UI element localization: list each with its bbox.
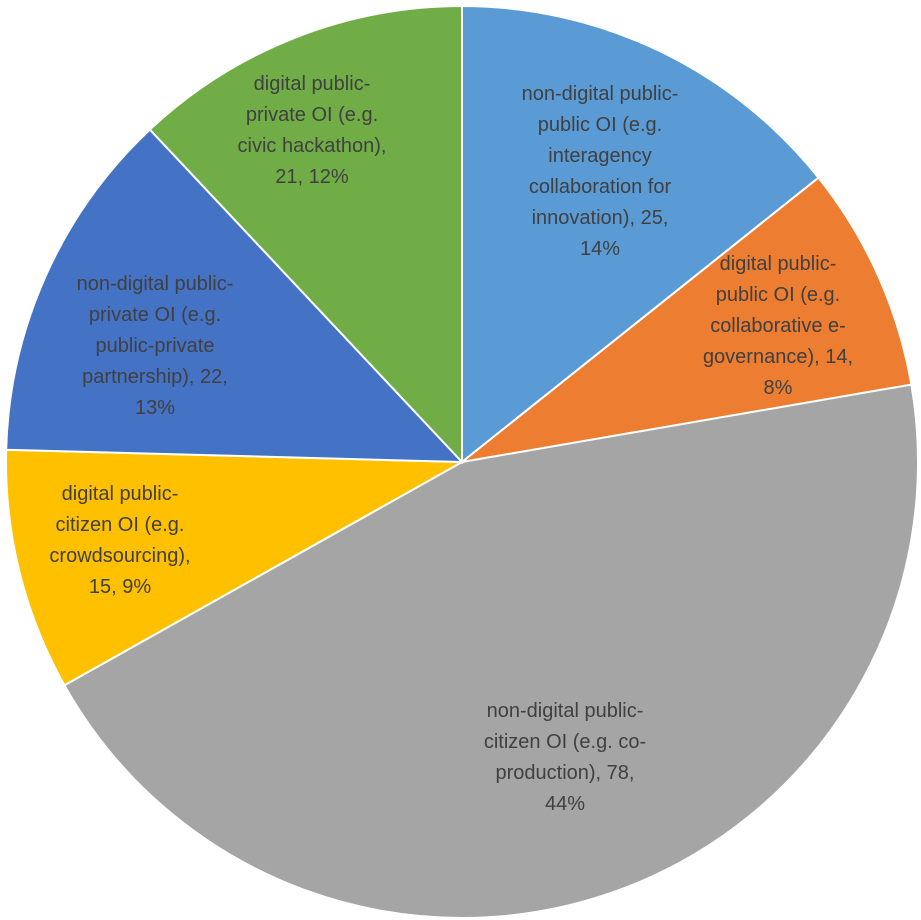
pie-data-label-line: 8% bbox=[764, 377, 793, 399]
pie-data-label-line: partnership), 22, bbox=[82, 366, 228, 388]
pie-data-label-line: digital public- bbox=[254, 73, 371, 95]
pie-data-label-line: production), 78, bbox=[496, 762, 635, 784]
pie-data-label-line: citizen OI (e.g. bbox=[56, 514, 185, 536]
pie-data-label: digital public-citizen OI (e.g. crowdsour… bbox=[49, 483, 190, 598]
pie-slice-non-digital-public-public-oi-e-g-interag bbox=[461, 4, 820, 465]
pie-slice-digital-public-private-oi-e-g-civic-hack bbox=[148, 4, 463, 465]
pie-data-label: digital public-private OI (e.g. civic hac… bbox=[238, 73, 387, 188]
pie-data-label: non-digital public-citizen OI (e.g. co-p… bbox=[484, 700, 646, 815]
pie-data-label-line: 15, 9% bbox=[89, 576, 151, 598]
pie-data-label-line: citizen OI (e.g. co- bbox=[484, 731, 646, 753]
pie-data-label-line: civic hackathon), bbox=[238, 135, 387, 157]
pie-data-label-line: 44% bbox=[545, 793, 585, 815]
pie-data-label-line: non-digital public- bbox=[487, 700, 644, 722]
pie-data-label-line: non-digital public- bbox=[77, 273, 234, 295]
pie-slice-digital-public-public-oi-e-g-collaborati bbox=[461, 176, 913, 463]
pie-data-label-line: 21, 12% bbox=[275, 166, 349, 188]
pie-data-label-line: private OI (e.g. bbox=[89, 304, 221, 326]
pie-data-label-line: public-private bbox=[96, 335, 215, 357]
pie-data-label-line: public OI (e.g. bbox=[538, 114, 663, 136]
pie-data-label-line: governance), 14, bbox=[703, 346, 853, 368]
pie-data-label-line: collaborative e- bbox=[710, 315, 846, 337]
pie-data-label-line: non-digital public- bbox=[522, 83, 679, 105]
pie-data-label-line: crowdsourcing), bbox=[49, 545, 190, 567]
pie-data-label-line: collaboration for bbox=[529, 176, 672, 198]
pie-data-label-line: public OI (e.g. bbox=[716, 284, 841, 306]
pie-slice-digital-public-citizen-oi-e-g-crowdsourc bbox=[5, 448, 466, 687]
pie-data-label-line: digital public- bbox=[720, 253, 837, 275]
pie-data-label: non-digital public-public OI (e.g. intera… bbox=[522, 83, 679, 260]
pie-data-label: non-digital public-private OI (e.g. publi… bbox=[77, 273, 234, 419]
pie-data-label-line: 13% bbox=[135, 397, 175, 419]
pie-data-label-line: 14% bbox=[580, 238, 620, 260]
pie-data-label: digital public-public OI (e.g. collaborat… bbox=[703, 253, 853, 399]
pie-data-label-line: digital public- bbox=[62, 483, 179, 505]
pie-data-label-line: interagency bbox=[548, 145, 651, 167]
pie-data-label-line: innovation), 25, bbox=[532, 207, 669, 229]
pie-slice-non-digital-public-private-oi-e-g-public bbox=[5, 128, 465, 464]
pie-data-label-line: private OI (e.g. bbox=[246, 104, 378, 126]
pie-slice-non-digital-public-citizen-oi-e-g-co-pro bbox=[63, 383, 919, 919]
